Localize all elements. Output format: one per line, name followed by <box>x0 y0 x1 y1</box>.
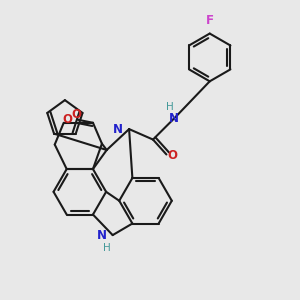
Text: O: O <box>63 113 73 126</box>
Text: N: N <box>97 229 107 242</box>
Text: F: F <box>206 14 214 27</box>
Text: O: O <box>71 108 81 121</box>
Text: H: H <box>103 243 111 253</box>
Text: O: O <box>167 149 177 163</box>
Text: H: H <box>166 102 173 112</box>
Text: N: N <box>113 123 123 136</box>
Text: N: N <box>169 112 179 125</box>
